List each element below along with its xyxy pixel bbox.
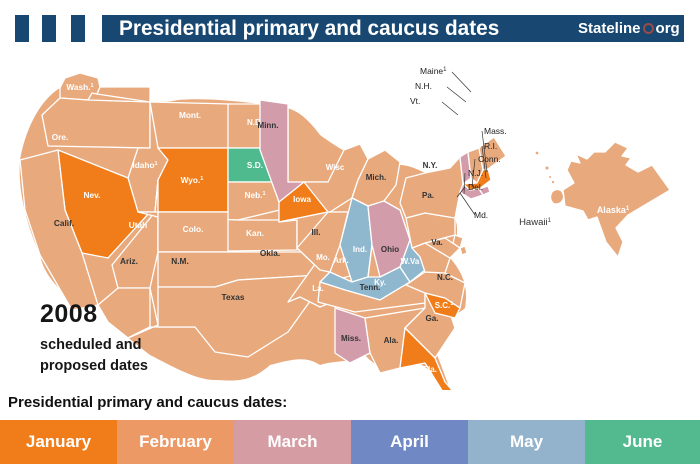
- svg-text:Calif.: Calif.: [54, 218, 74, 228]
- svg-text:Ore.: Ore.: [52, 132, 69, 142]
- svg-text:Kan.: Kan.: [246, 228, 264, 238]
- svg-text:Ariz.: Ariz.: [120, 256, 138, 266]
- svg-text:Pa.: Pa.: [422, 191, 434, 200]
- svg-text:W.Va: W.Va: [401, 257, 420, 266]
- svg-text:Colo.: Colo.: [183, 224, 204, 234]
- svg-text:N.H.: N.H.: [415, 81, 432, 91]
- svg-text:Wisc: Wisc: [326, 163, 345, 172]
- svg-text:Ala.: Ala.: [384, 336, 399, 345]
- svg-text:N.Y.: N.Y.: [423, 161, 438, 170]
- svg-text:Hawaii1: Hawaii1: [519, 217, 552, 228]
- svg-text:Ark.: Ark.: [333, 256, 349, 265]
- svg-text:Vt.: Vt.: [410, 96, 420, 106]
- svg-text:N.M.: N.M.: [171, 256, 189, 266]
- svg-text:Alaska1: Alaska1: [597, 205, 630, 215]
- svg-text:Nev.: Nev.: [84, 190, 101, 200]
- svg-text:Ind.: Ind.: [353, 245, 367, 254]
- svg-text:Minn.: Minn.: [258, 121, 279, 130]
- svg-text:Mass.: Mass.: [484, 126, 507, 136]
- svg-text:Neb.1: Neb.1: [244, 190, 265, 200]
- svg-text:Okla.: Okla.: [260, 248, 280, 258]
- svg-text:N.J.: N.J.: [468, 168, 483, 178]
- svg-text:La.: La.: [312, 284, 324, 293]
- svg-text:Ohio: Ohio: [381, 245, 399, 254]
- svg-text:Idaho1: Idaho1: [132, 160, 157, 170]
- svg-text:Wash.1: Wash.1: [66, 82, 93, 92]
- svg-text:N.C.: N.C.: [437, 273, 453, 282]
- svg-text:Del.: Del.: [468, 182, 483, 192]
- svg-text:Mich.: Mich.: [366, 173, 386, 182]
- svg-text:Conn.: Conn.: [478, 154, 501, 164]
- svg-text:Tenn.: Tenn.: [360, 283, 381, 292]
- svg-text:Texas: Texas: [222, 292, 245, 302]
- svg-text:Md.: Md.: [474, 210, 488, 220]
- svg-text:Ga.: Ga.: [426, 314, 439, 323]
- svg-text:Fla.: Fla.: [423, 365, 437, 374]
- svg-text:Utah: Utah: [129, 220, 147, 230]
- svg-text:S.D.: S.D.: [247, 160, 263, 170]
- svg-text:Iowa: Iowa: [293, 195, 311, 204]
- svg-text:Mo.: Mo.: [316, 253, 330, 262]
- svg-text:Ill.: Ill.: [312, 228, 321, 237]
- svg-text:Wyo.1: Wyo.1: [181, 175, 204, 185]
- svg-text:Va.: Va.: [431, 238, 443, 247]
- svg-text:Miss.: Miss.: [341, 334, 361, 343]
- svg-text:Maine1: Maine1: [420, 66, 447, 76]
- svg-text:R.I.: R.I.: [484, 141, 497, 151]
- svg-text:Mont.: Mont.: [179, 110, 201, 120]
